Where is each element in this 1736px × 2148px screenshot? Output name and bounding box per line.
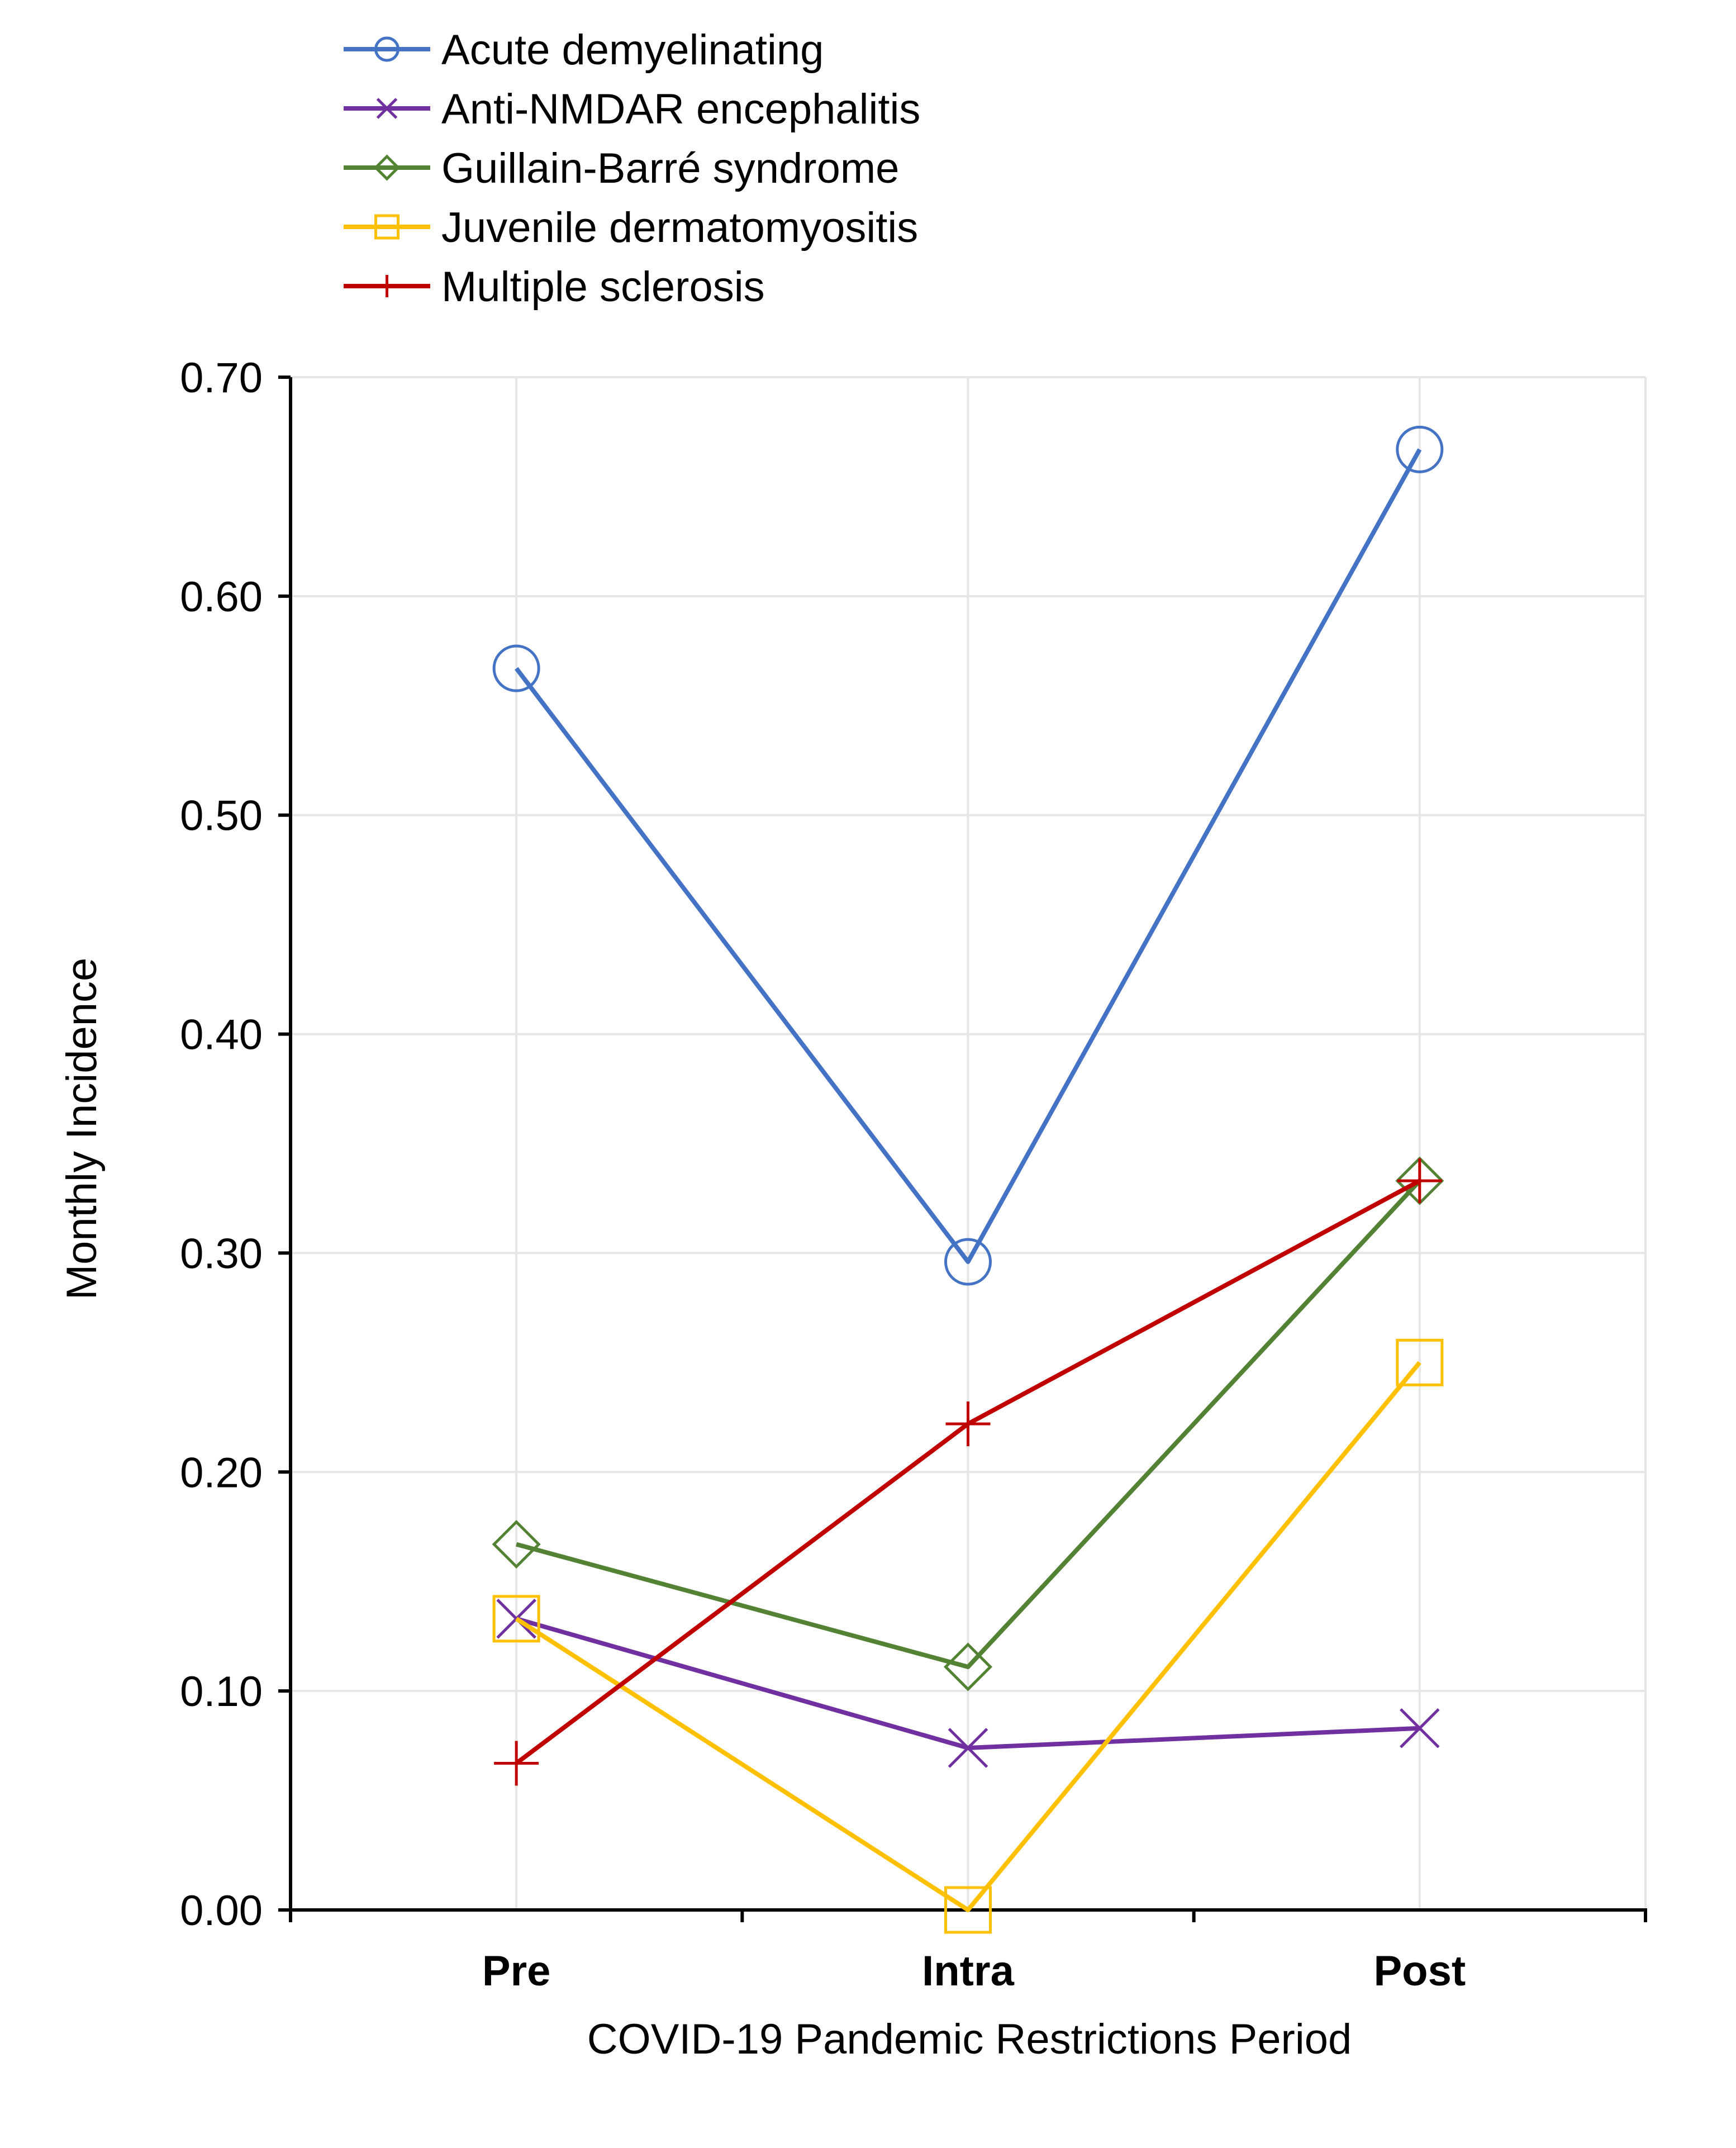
y-tick-label: 0.50 bbox=[180, 792, 263, 840]
data-point bbox=[1397, 1158, 1442, 1204]
legend-label: Juvenile dermatomyositis bbox=[441, 204, 918, 251]
data-point bbox=[948, 1728, 988, 1768]
legend-swatch-marker bbox=[375, 275, 398, 297]
y-tick-label: 0.00 bbox=[180, 1887, 263, 1935]
x-tick-label: Pre bbox=[482, 1947, 551, 1995]
x-tick-label: Intra bbox=[922, 1947, 1014, 1995]
series-line bbox=[514, 448, 1422, 1265]
y-axis-title: Monthly Incidence bbox=[58, 958, 106, 1300]
data-point bbox=[944, 1886, 992, 1934]
y-tick-label: 0.30 bbox=[180, 1230, 263, 1277]
legend-item: Acute demyelinating bbox=[344, 26, 824, 74]
legend-item: Guillain-Barré syndrome bbox=[344, 145, 899, 192]
data-point bbox=[945, 1401, 991, 1447]
y-tick-label: 0.20 bbox=[180, 1449, 263, 1496]
legend-label: Anti-NMDAR encephalitis bbox=[441, 85, 920, 133]
axes: 0.00 0.10 0.20 0.30 0.40 0.50 0.60 0.70 Pre Intra… bbox=[180, 354, 1647, 1995]
y-tick-label: 0.60 bbox=[180, 573, 263, 621]
gridlines bbox=[291, 376, 1647, 1910]
legend-label: Acute demyelinating bbox=[441, 26, 824, 74]
data-point bbox=[1396, 1338, 1444, 1386]
legend: Acute demyelinating Anti-NMDAR encephalit… bbox=[344, 26, 920, 311]
series-line bbox=[515, 1361, 1421, 1912]
data-point bbox=[494, 1741, 539, 1786]
x-tick-label: Post bbox=[1373, 1947, 1466, 1995]
series-2 bbox=[492, 1156, 1444, 1691]
legend-swatch-marker bbox=[374, 36, 399, 62]
legend-item: Anti-NMDAR encephalitis bbox=[344, 85, 920, 133]
y-tick-label: 0.70 bbox=[180, 354, 263, 402]
data-point bbox=[944, 1238, 992, 1286]
data-point bbox=[1400, 1708, 1440, 1748]
legend-swatch-marker bbox=[374, 214, 399, 240]
legend-label: Multiple sclerosis bbox=[441, 263, 765, 311]
series-0 bbox=[492, 425, 1444, 1286]
y-tick-label: 0.10 bbox=[180, 1668, 263, 1715]
data-point bbox=[492, 644, 540, 692]
legend-item: Multiple sclerosis bbox=[344, 263, 765, 311]
data-point bbox=[943, 1642, 993, 1691]
y-tick-label: 0.40 bbox=[180, 1011, 263, 1059]
series-line bbox=[516, 1179, 1421, 1670]
series bbox=[492, 425, 1444, 1934]
legend-label: Guillain-Barré syndrome bbox=[441, 145, 899, 192]
legend-swatch-marker bbox=[376, 98, 398, 119]
series-4 bbox=[494, 1158, 1442, 1786]
data-point bbox=[492, 1520, 541, 1569]
legend-swatch-marker bbox=[373, 154, 401, 181]
data-point bbox=[1396, 425, 1444, 473]
series-3 bbox=[492, 1338, 1444, 1934]
legend-item: Juvenile dermatomyositis bbox=[344, 204, 918, 251]
x-axis-title: COVID-19 Pandemic Restrictions Period bbox=[587, 2016, 1352, 2063]
data-point bbox=[492, 1595, 540, 1643]
